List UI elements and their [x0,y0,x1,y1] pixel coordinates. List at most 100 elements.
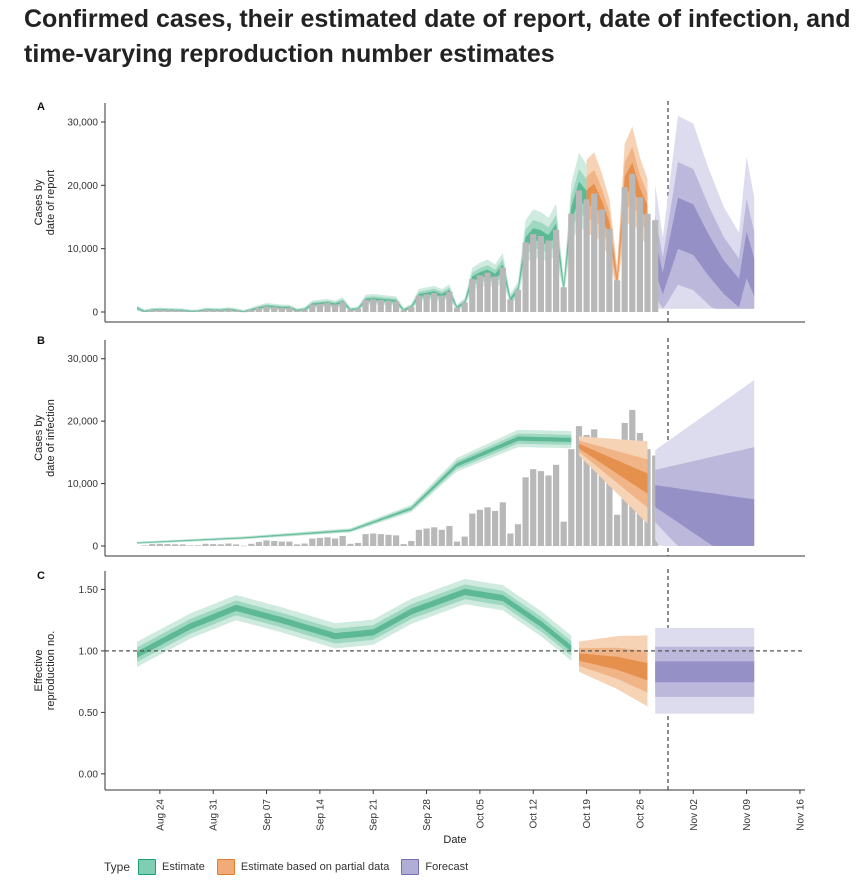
infection-bar [240,545,247,547]
report-bar [614,280,621,312]
report-bar [537,236,544,312]
legend-swatch-forecast [401,859,420,875]
panel-letter-C: C [37,570,45,582]
infection-bar [248,543,255,546]
report-bar [400,310,407,312]
report-bar [240,311,247,313]
infection-bar [431,527,438,546]
rt-estimate-band-90 [137,579,572,667]
page-title: Confirmed cases, their estimated date of… [24,5,851,68]
infection-bar [217,544,224,546]
report-bar [347,309,354,312]
report-bar [621,187,628,312]
infection-bar [575,426,583,546]
report-bar [263,306,270,312]
infection-bar [347,543,354,546]
infection-bar [187,545,194,546]
infection-forecast-band-20 [655,485,755,546]
x-tick-label: Aug 24 [155,799,166,831]
infection-bar [530,469,537,546]
report-bar [438,295,445,312]
x-tick-label: Sep 28 [422,799,433,831]
report-bar [484,272,491,312]
infection-bar [476,509,483,546]
legend: Type Estimate Estimate based on partial … [104,857,480,877]
report-bar [293,310,301,312]
report-bar [644,213,651,312]
y-axis-label-B: Cases bydate of infection [33,399,57,477]
legend-item-forecast: Forecast [401,859,468,875]
infection-bar [149,544,156,546]
report-bar [568,213,575,312]
report-bar [149,310,156,312]
report-bar [233,310,240,312]
infection-bar [370,533,377,546]
report-bar [301,309,308,312]
y-tick-label-C: 1.50 [79,585,99,596]
infection-bar [156,543,163,546]
infection-bar [400,544,407,546]
infection-bar [591,429,598,546]
report-bar [210,310,217,312]
infection-bar [469,513,476,546]
infection-estimate-band-90 [137,429,572,544]
report-bar [476,275,483,312]
x-tick-label: Oct 12 [529,799,540,829]
infection-bar [537,471,544,546]
infection-bar [408,541,415,546]
legend-label-forecast: Forecast [425,861,469,873]
infection-bar [271,541,278,546]
rt-estimate-band-50 [137,584,572,662]
y-tick-label-B: 0 [92,542,98,553]
report-bar [514,289,522,312]
report-bar [492,276,499,312]
infection-bar [164,544,171,546]
report-bar [172,310,179,312]
infection-bar [606,464,613,546]
report-bar [499,267,506,312]
infection-estimate-band-20 [137,436,572,544]
rt-forecast-band-20 [655,661,755,683]
y-tick-label-A: 20,000 [67,181,98,192]
y-tick-label-C: 0.00 [79,769,99,780]
report-bar [179,310,186,312]
report-bar [278,307,285,312]
infection-bar [316,537,323,546]
report-bar [553,229,560,312]
x-tick-label: Nov 02 [689,799,700,831]
report-bar [385,300,392,312]
report-bar [507,299,514,312]
report-bar [453,307,461,312]
y-tick-label-C: 0.50 [79,708,99,719]
y-axis-label-C: Effectivereproduction no. [33,631,57,711]
report-bar [332,304,339,312]
report-bar [415,295,422,312]
y-axis-label-A: Cases bydate of report [33,170,57,235]
report-bar [248,309,255,312]
report-bar [461,302,468,312]
x-tick-label: Aug 31 [209,799,220,831]
y-tick-label-A: 30,000 [67,118,98,129]
x-tick-label: Oct 19 [582,799,593,829]
infection-bar [332,538,339,546]
y-tick-label-B: 30,000 [67,354,98,365]
panel-letter-A: A [37,101,45,113]
report-bar [423,294,430,312]
report-bar [354,308,362,312]
infection-bar [362,534,369,546]
report-bar [652,220,659,312]
x-axis-label: Date [443,834,466,846]
infection-bar [194,545,202,546]
infection-bar [377,534,384,546]
legend-item-estimate: Estimate [138,859,205,875]
report-bar [217,310,224,312]
infection-bar [553,464,560,546]
report-bar [187,311,194,312]
infection-bar [210,544,217,546]
infection-bar [560,521,567,546]
infection-bar [568,449,575,546]
infection-bar [172,544,179,546]
x-tick-label: Sep 14 [315,799,326,831]
infection-bar [286,541,293,546]
